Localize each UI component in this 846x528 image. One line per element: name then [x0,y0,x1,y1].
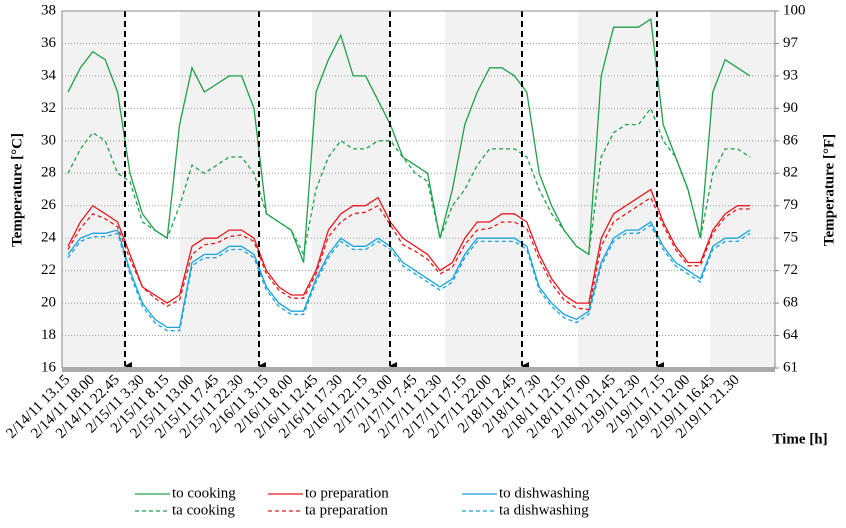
y-tick-label: 26 [41,197,57,213]
y-tick-label: 22 [41,262,56,278]
y-tick-label: 24 [41,230,57,246]
y2-tick-label: 93 [783,67,798,83]
y-tick-label: 18 [41,327,56,343]
series-line [67,224,751,332]
legend-label: ta cooking [172,502,235,518]
series-line [67,188,750,304]
y2-tick-label: 68 [783,295,798,311]
lines [67,17,751,332]
series-line [67,107,751,257]
legend-label: to cooking [172,485,236,501]
y-tick-label: 30 [41,132,56,148]
y2-tick-label: 100 [783,2,806,18]
x-axis-title: Time [h] [772,431,827,447]
arrows [124,11,664,370]
legend: to cooking to preparation to dishwashingta… [135,485,590,518]
y2-tick-label: 82 [783,165,798,181]
y-tick-label: 32 [41,100,56,116]
y-tick-label: 20 [41,295,56,311]
y2-tick-label: 75 [783,230,798,246]
y2-axis-title: Temperature [°F] [821,134,837,246]
y-tick-label: 16 [41,359,57,375]
y2-tick-label: 72 [783,262,798,278]
series-line [67,17,751,263]
legend-label: to preparation [305,485,389,501]
y-tick-label: 36 [41,35,57,51]
series-line [67,196,750,311]
x-axis-band [62,367,775,372]
plot-frame [61,10,776,369]
y2-tick-label: 90 [783,100,798,116]
legend-label: ta dishwashing [499,502,589,518]
day-shading [62,11,775,368]
y-tick-label: 28 [41,165,56,181]
y2-tick-label: 61 [783,359,798,375]
y2-tick-label: 64 [783,327,799,343]
y-tick-label: 38 [41,2,56,18]
legend-label: ta preparation [305,502,388,518]
y2-tick-label: 86 [783,132,799,148]
y2-tick-label: 79 [783,197,798,213]
y2-tick-label: 97 [783,35,799,51]
y-tick-label: 34 [41,67,57,83]
legend-label: to dishwashing [499,485,590,501]
y-axis-title: Temperature [°C] [9,133,25,247]
grid [62,10,775,369]
